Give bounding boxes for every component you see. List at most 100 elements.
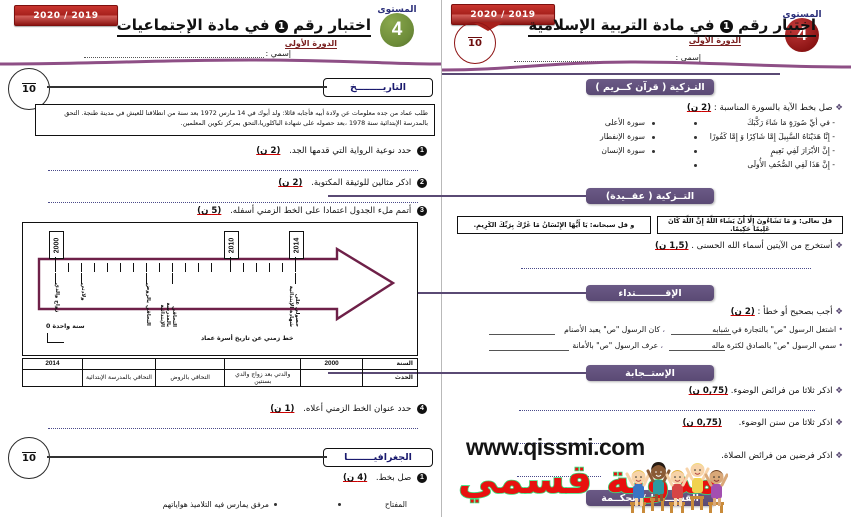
- section-title-history: التاريــــــــخ: [349, 82, 407, 93]
- timeline-tick-9: [172, 263, 174, 272]
- geography-term-left: المفتاح: [384, 500, 407, 509]
- left-exam-title: اختبار رقم 1 في مادة التربية الإسلامية: [528, 16, 816, 37]
- quran-link-dot-r3[interactable]: [694, 150, 697, 153]
- istijaba-item-0-points: (0,75 ن): [688, 386, 729, 396]
- table-event-cell-2[interactable]: والدتي بعد زواج والدي بسنتين: [224, 368, 302, 388]
- geography-question-1: 1 صل بخط. (4 ن): [343, 473, 427, 483]
- right-name-label: إسمي :: [265, 49, 291, 58]
- history-q1-points: (2 ن): [256, 146, 281, 156]
- table-row-events: الحدث والدتي بعد زواج والدي بسنتين التحا…: [22, 368, 419, 388]
- right-title-post: في مادة الإجتماعيات: [116, 16, 270, 34]
- history-q1-answer[interactable]: [48, 170, 418, 171]
- timeline-caption: خط زمني عن تاريخ أسرة عماد: [201, 335, 294, 342]
- geography-score-circle: 10: [8, 437, 50, 479]
- history-q4-number: 4: [417, 404, 427, 414]
- table-event-cell-4[interactable]: التحاقي بالمدرسة الإبتدائية: [81, 368, 157, 388]
- right-level-badge: 4: [380, 13, 414, 47]
- timeline-stem-2010: [230, 257, 232, 272]
- section-header-geography: الجغرافيــــــــا: [323, 448, 433, 467]
- quran-link-dot-l2[interactable]: [652, 136, 655, 139]
- istijaba-item-0: ❖ اذكر ثلاثا من فرائض الوضوء. (0,75 ن): [688, 386, 843, 396]
- aqida-answer-line[interactable]: [521, 268, 811, 269]
- iqtida-item-3: سمي الرسول "ص" بالصادق لكثرة ماله: [711, 341, 837, 350]
- quran-link-dot-r2[interactable]: [694, 136, 697, 139]
- table-event-cell-3[interactable]: التحاقي بالروض: [155, 368, 226, 388]
- history-question-3: 3 أتمم ملء الجدول اعتمادا على الخط الزمن…: [197, 206, 427, 216]
- istijaba-item-1: ❖ اذكر ثلاثا من سنن الوضوء. (0,75 ن): [682, 418, 843, 428]
- quran-link-dot-r4[interactable]: [694, 164, 697, 167]
- right-exam-page: 2020 / 2019 المستوى 4 اختبار رقم 1 في ما…: [0, 5, 441, 509]
- timeline-event-stem-2: [81, 273, 83, 284]
- geography-link-dot-right[interactable]: [338, 503, 341, 506]
- aqida-quote-left: و قل سبحانه: يَا أَيُّهَا الإِنْسَانُ مَ…: [457, 216, 651, 234]
- table-year-cell-2[interactable]: [224, 358, 302, 370]
- istijaba-rule: [328, 372, 586, 374]
- watermark-url: www.qissmi.com: [466, 434, 645, 460]
- quran-link-dot-l1[interactable]: [652, 122, 655, 125]
- iqtida-question-text: أجب بصحيح أو خطأ :: [757, 307, 833, 317]
- istijaba-item-1-text: اذكر ثلاثا من سنن الوضوء.: [738, 418, 833, 428]
- right-wave-divider: [0, 56, 441, 70]
- timeline-event-label-1: زواج والدي: [54, 283, 60, 313]
- table-event-cell-1[interactable]: [300, 368, 363, 388]
- quran-sura-1: سورة الأعلى: [604, 118, 645, 127]
- history-q2-text: اذكر مثالين للوثيقة المكتوبة.: [311, 178, 412, 188]
- istijaba-answer-2[interactable]: [517, 476, 601, 477]
- iqtida-item-3-row: • سمي الرسول "ص" بالصادق لكثرة ماله: [711, 341, 843, 350]
- iqtida-answer-1[interactable]: [671, 334, 731, 335]
- timeline-stem-2014: [295, 257, 297, 272]
- section-header-quran: التـزكية ( قرآن كــريم ): [586, 79, 714, 95]
- section-title-iqtida: الإقـــــــــتداء: [618, 287, 682, 299]
- timeline-arrow: [37, 246, 396, 322]
- history-q1-number: 1: [417, 146, 427, 156]
- right-name-field[interactable]: إسمي :: [83, 48, 291, 58]
- timeline-scale-label: سنة واحدة 0: [46, 323, 85, 330]
- right-name-dots[interactable]: [83, 48, 264, 58]
- section-title-quran: التـزكية ( قرآن كــريم ): [595, 81, 705, 93]
- right-dawra-label: الدورة الأولى: [284, 39, 337, 49]
- aqida-quote-right: قل تعالى: وَ مَا تَشَاءُونَ إِلَّا أَنْ …: [657, 216, 843, 234]
- istijaba-item-0-text: اذكر ثلاثا من فرائض الوضوء.: [730, 386, 833, 396]
- table-year-cell-1[interactable]: 2000: [300, 358, 363, 370]
- history-question-2: 2 اذكر مثالين للوثيقة المكتوبة. (2 ن): [278, 178, 427, 188]
- geography-q1-number: 1: [417, 473, 427, 483]
- timeline-event-stem-3: [146, 273, 148, 284]
- timeline-tick-3: [94, 263, 96, 272]
- istijaba-item-2-text: اذكر فرضين من فرائض الصلاة.: [721, 451, 833, 461]
- table-year-cell-4[interactable]: [81, 358, 157, 370]
- iqtida-answer-3[interactable]: [669, 350, 725, 351]
- quran-question-text: صل بخط الآية بالسورة المناسبة :: [713, 103, 833, 113]
- istijaba-answer-1[interactable]: [517, 443, 601, 444]
- quran-points: (2 ن): [686, 103, 712, 113]
- geography-link-dot-left[interactable]: [274, 503, 277, 506]
- timeline-tick-1: [68, 263, 70, 272]
- left-title-post: في مادة التربية الإسلامية: [528, 16, 715, 34]
- geography-term-right: مرفق يمارس فيه التلاميذ هواياتهم: [162, 500, 269, 509]
- quran-link-dot-r1[interactable]: [694, 122, 697, 125]
- history-q4-text: حدد عنوان الخط الزمني أعلاه.: [303, 404, 412, 414]
- left-year-text: 2020 / 2019: [470, 9, 536, 20]
- history-q4-answer[interactable]: [48, 428, 418, 429]
- iqtida-rule: [328, 292, 586, 294]
- geography-score-total: 10: [22, 452, 36, 464]
- quran-ayah-1: - في أيِّ صُورَةٍ مَا شَاءَ رَكَّبَكَ: [747, 118, 835, 127]
- history-q1-text: حدد نوعية الرواية التي قدمها الجد.: [289, 146, 412, 156]
- istijaba-item-1-points: (0,75 ن): [682, 418, 722, 428]
- table-year-cell-3[interactable]: [155, 358, 226, 370]
- timeline-tick-5: [120, 263, 122, 272]
- history-q2-number: 2: [417, 178, 427, 188]
- table-year-cell-5[interactable]: 2014: [22, 358, 83, 370]
- iqtida-answer-2[interactable]: [489, 350, 569, 351]
- table-event-cell-5[interactable]: [22, 368, 83, 388]
- istijaba-answer-0[interactable]: [519, 410, 815, 411]
- section-header-iqtida: الإقـــــــــتداء: [586, 285, 714, 301]
- history-q2-answer[interactable]: [48, 202, 418, 203]
- iqtida-answer-0[interactable]: [489, 334, 555, 335]
- aqida-rule: [328, 195, 586, 197]
- quran-link-dot-l3[interactable]: [652, 150, 655, 153]
- timeline-tick-2: [81, 263, 83, 272]
- quran-sura-2: سورة الإنفطار: [600, 132, 645, 141]
- timeline-tick-13: [243, 263, 245, 272]
- section-header-aqida: التــزكية ( عقــيدة): [586, 188, 714, 204]
- left-score-circle: 10: [454, 22, 496, 64]
